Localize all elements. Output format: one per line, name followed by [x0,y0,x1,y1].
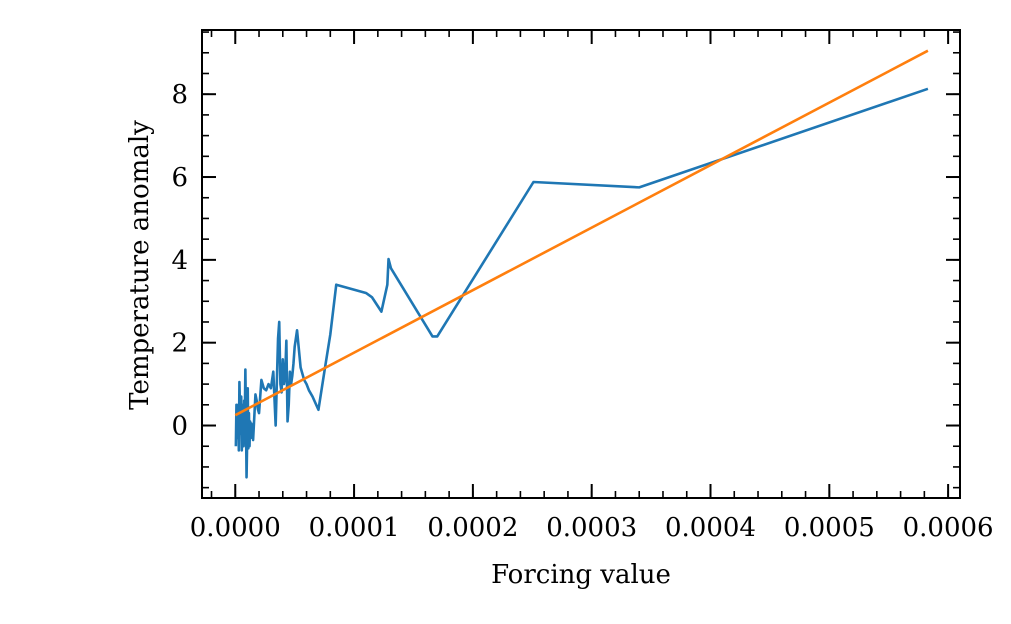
y-axis-label: Temperature anomaly [125,120,155,410]
x-tick-label: 0.0003 [546,513,637,543]
tick-layer: 0.0000 0.0001 0.0002 0.0003 0.0004 0.0005 0.00… [171,30,994,543]
x-tick-label: 0.0004 [665,513,756,543]
x-tick-label: 0.0006 [903,513,994,543]
series-layer [234,49,929,479]
x-tick-label: 0.0005 [784,513,875,543]
y-tick-label: 4 [171,246,188,276]
x-tick-label: 0.0002 [427,513,518,543]
x-tick-label: 0.0001 [309,513,400,543]
y-tick-label: 6 [171,163,188,193]
plot-frame [201,29,961,499]
y-tick-label: 0 [171,412,188,442]
y-tick-label: 8 [171,80,188,110]
x-tick-label: 0.0000 [190,513,281,543]
series-line-1 [234,87,929,479]
series-line-2 [234,49,929,417]
y-tick-label: 2 [171,329,188,359]
x-axis-label: Forcing value [491,560,671,590]
